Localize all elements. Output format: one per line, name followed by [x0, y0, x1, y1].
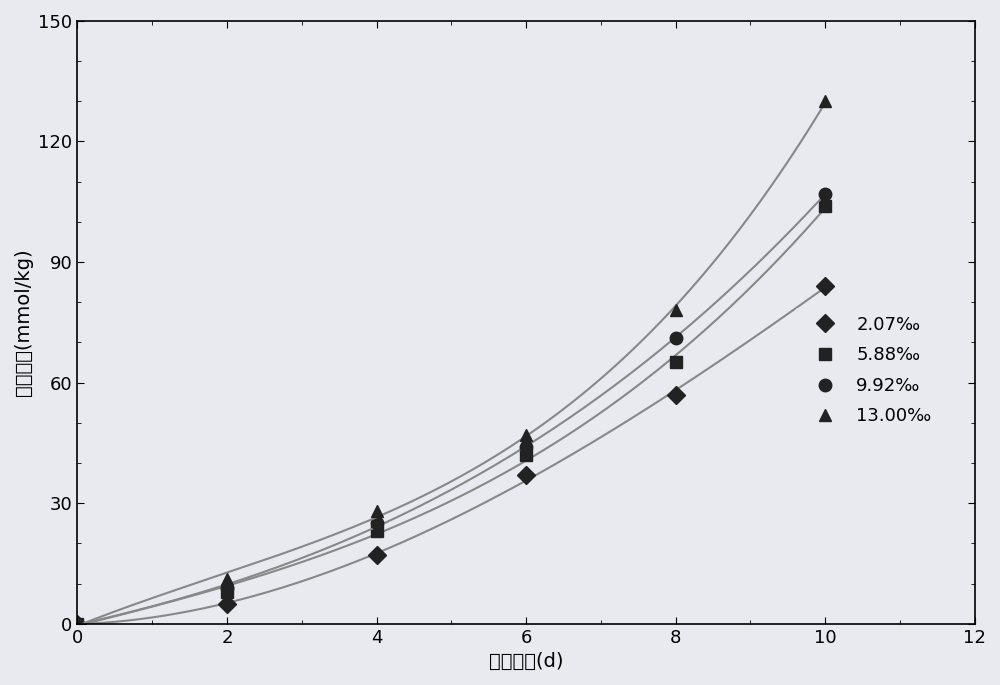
13.00‰	[221, 575, 233, 584]
2.07‰	[520, 471, 532, 479]
9.92‰	[819, 190, 831, 198]
Y-axis label: 过氧化値(mmol/kg): 过氧化値(mmol/kg)	[14, 249, 33, 396]
9.92‰	[221, 584, 233, 592]
2.07‰	[221, 599, 233, 608]
5.88‰	[71, 620, 83, 628]
9.92‰	[520, 443, 532, 451]
9.92‰	[670, 334, 682, 342]
5.88‰	[221, 588, 233, 596]
2.07‰	[670, 390, 682, 399]
2.07‰	[819, 282, 831, 290]
13.00‰	[819, 97, 831, 105]
X-axis label: 加热时间(d): 加热时间(d)	[489, 652, 563, 671]
5.88‰	[819, 201, 831, 210]
Line: 13.00‰: 13.00‰	[71, 95, 831, 630]
13.00‰	[71, 620, 83, 628]
Line: 9.92‰: 9.92‰	[71, 188, 831, 630]
5.88‰	[670, 358, 682, 366]
2.07‰	[71, 620, 83, 628]
Line: 5.88‰: 5.88‰	[71, 199, 831, 630]
9.92‰	[371, 519, 383, 527]
2.07‰	[371, 551, 383, 560]
Line: 2.07‰: 2.07‰	[71, 280, 831, 630]
5.88‰	[371, 527, 383, 536]
13.00‰	[520, 431, 532, 439]
13.00‰	[670, 306, 682, 314]
9.92‰	[71, 620, 83, 628]
5.88‰	[520, 451, 532, 459]
Legend: 2.07‰, 5.88‰, 9.92‰, 13.00‰: 2.07‰, 5.88‰, 9.92‰, 13.00‰	[795, 308, 939, 433]
13.00‰	[371, 507, 383, 515]
